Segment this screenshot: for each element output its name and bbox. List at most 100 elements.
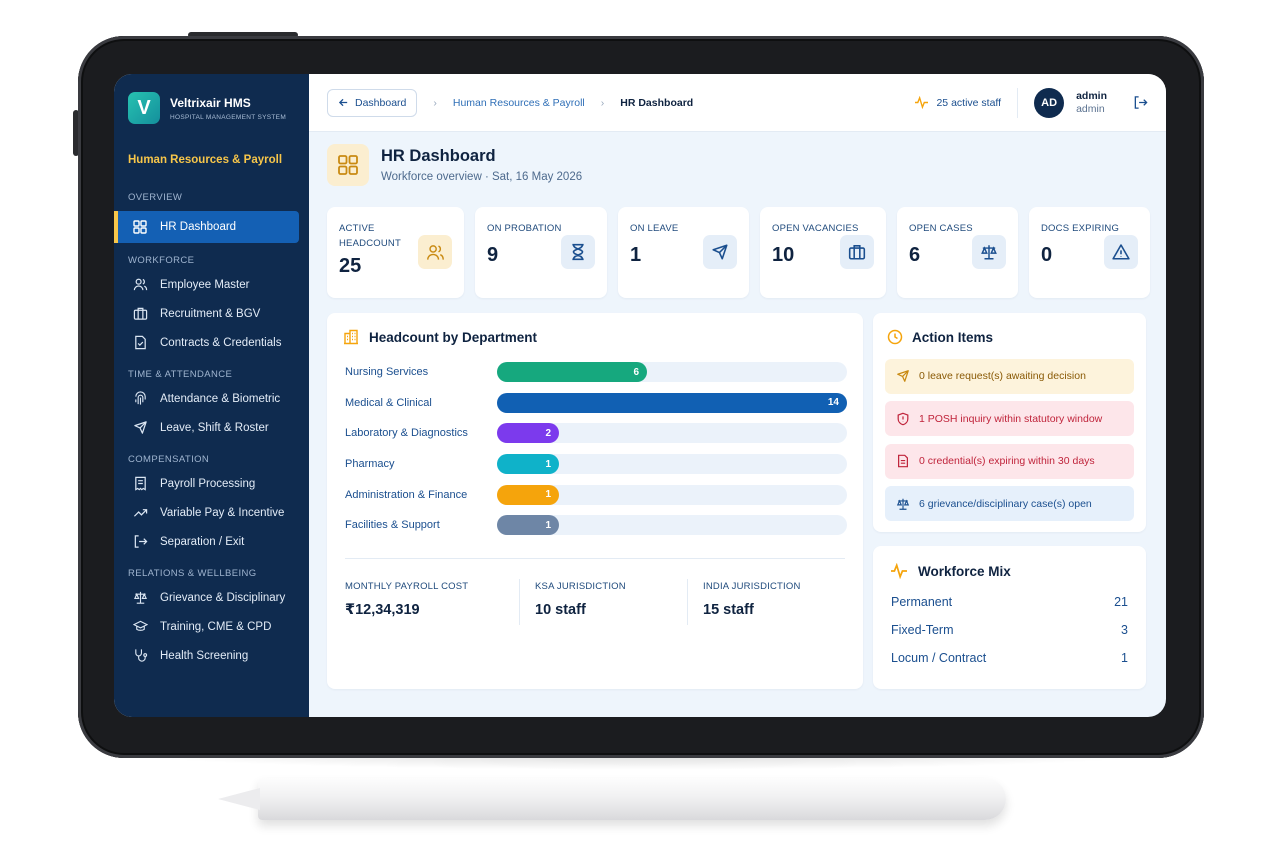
- warning-icon: [1104, 235, 1138, 269]
- bar-fill: 6: [497, 362, 647, 383]
- bar-track: 2: [497, 423, 847, 444]
- logout-icon[interactable]: [1133, 95, 1148, 110]
- stethoscope-icon: [132, 648, 148, 664]
- bar-label: Pharmacy: [345, 458, 395, 471]
- sidebar-item-separation[interactable]: Separation / Exit: [114, 527, 309, 556]
- app-screen: V Veltrixair HMS HOSPITAL MANAGEMENT SYS…: [114, 74, 1166, 717]
- fingerprint-icon: [132, 391, 148, 407]
- kpi-value: 9: [487, 244, 499, 266]
- sidebar-item-label: Payroll Processing: [160, 477, 256, 490]
- sidebar-item-employee-master[interactable]: Employee Master: [114, 270, 309, 299]
- avatar[interactable]: AD: [1034, 87, 1065, 118]
- card-title: Action Items: [887, 329, 993, 345]
- stat-ksa: KSA JURISDICTION 10 staff: [535, 581, 626, 618]
- stat-label: MONTHLY PAYROLL COST: [345, 581, 469, 592]
- kpi-card-on-leave[interactable]: ON LEAVE 1: [618, 207, 749, 298]
- mix-value: 1: [1121, 651, 1128, 665]
- breadcrumb-current-label: HR Dashboard: [620, 96, 694, 109]
- action-item-text: 1 POSH inquiry within statutory window: [919, 412, 1103, 425]
- trend-icon: [132, 505, 148, 521]
- sidebar-item-health-screening[interactable]: Health Screening: [114, 641, 309, 670]
- sidebar-item-contracts[interactable]: Contracts & Credentials: [114, 328, 309, 357]
- sidebar-item-payroll[interactable]: Payroll Processing: [114, 469, 309, 498]
- kpi-card-docs-expiring[interactable]: DOCS EXPIRING 0: [1029, 207, 1150, 298]
- sidebar-item-label: Attendance & Biometric: [160, 392, 281, 405]
- bar-fill: 1: [497, 454, 559, 475]
- mix-row-fixed-term: Fixed-Term 3: [891, 616, 1128, 644]
- kpi-value: 1: [630, 244, 642, 266]
- kpi-row: ACTIVE HEADCOUNT 25 ON PROBATION 9 ON LE…: [327, 207, 1150, 298]
- action-list: 0 leave request(s) awaiting decision 1 P…: [885, 351, 1134, 521]
- back-button[interactable]: Dashboard: [327, 88, 418, 117]
- sidebar-item-label: Separation / Exit: [160, 535, 245, 548]
- sidebar-item-grievance[interactable]: Grievance & Disciplinary: [114, 583, 309, 612]
- module-title: Human Resources & Payroll: [128, 154, 283, 166]
- brand[interactable]: V Veltrixair HMS HOSPITAL MANAGEMENT SYS…: [114, 90, 309, 126]
- action-item-text: 6 grievance/disciplinary case(s) open: [919, 497, 1092, 510]
- bar-label: Medical & Clinical: [345, 396, 432, 409]
- kpi-card-active-headcount[interactable]: ACTIVE HEADCOUNT 25: [327, 207, 464, 298]
- sidebar-item-recruitment[interactable]: Recruitment & BGV: [114, 299, 309, 328]
- sidebar-item-training[interactable]: Training, CME & CPD: [114, 612, 309, 641]
- sidebar-item-label: Health Screening: [160, 649, 249, 662]
- document-icon: [895, 453, 911, 469]
- user-role: admin: [1076, 102, 1105, 115]
- workforce-mix-card: Workforce Mix Permanent 21 Fixed-Term 3 …: [873, 546, 1146, 689]
- scale-icon: [895, 496, 911, 512]
- sidebar-item-leave-shift[interactable]: Leave, Shift & Roster: [114, 413, 309, 442]
- stat-value: ₹12,34,319: [345, 602, 420, 618]
- bar-track: 1: [497, 515, 847, 536]
- stat-value: 10 staff: [535, 602, 586, 618]
- sidebar-item-label: Variable Pay & Incentive: [160, 506, 285, 519]
- breadcrumb: › Human Resources & Payroll: [433, 97, 584, 109]
- grid-icon: [132, 219, 148, 235]
- tablet-top-button: [188, 32, 298, 38]
- bar-row: Medical & Clinical 14: [345, 388, 847, 419]
- headcount-bars: Nursing Services 6 Medical & Clinical 14 Lab…: [345, 357, 847, 541]
- kpi-value: 10: [772, 244, 795, 266]
- mix-row-locum: Locum / Contract 1: [891, 644, 1128, 672]
- section-overview: OVERVIEW: [128, 192, 183, 203]
- sidebar-item-label: Training, CME & CPD: [160, 620, 272, 633]
- kpi-card-open-cases[interactable]: OPEN CASES 6: [897, 207, 1018, 298]
- section-relations: RELATIONS & WELLBEING: [128, 568, 257, 579]
- users-icon: [418, 235, 452, 269]
- mix-row-permanent: Permanent 21: [891, 588, 1128, 616]
- action-items-card: Action Items 0 leave request(s) awaiting…: [873, 313, 1146, 532]
- receipt-icon: [132, 476, 148, 492]
- sidebar: V Veltrixair HMS HOSPITAL MANAGEMENT SYS…: [114, 74, 309, 717]
- stat-value: 15 staff: [703, 602, 754, 618]
- bar-track: 1: [497, 484, 847, 505]
- action-item-posh[interactable]: 1 POSH inquiry within statutory window: [885, 401, 1134, 436]
- grid-icon: [327, 144, 369, 186]
- graduation-cap-icon: [132, 619, 148, 635]
- kpi-card-open-vacancies[interactable]: OPEN VACANCIES 10: [760, 207, 886, 298]
- app-logo: V: [128, 92, 160, 124]
- active-staff-indicator: 25 active staff: [914, 87, 1019, 118]
- mix-label: Fixed-Term: [891, 623, 954, 637]
- building-icon: [343, 329, 359, 345]
- workforce-mix-list: Permanent 21 Fixed-Term 3 Locum / Contra…: [891, 588, 1128, 672]
- divider: [345, 558, 845, 559]
- bar-row: Nursing Services 6: [345, 357, 847, 388]
- action-item-credentials[interactable]: 0 credential(s) expiring within 30 days: [885, 443, 1134, 479]
- users-icon: [132, 277, 148, 293]
- main-content: Dashboard › Human Resources & Payroll › …: [309, 74, 1166, 717]
- sidebar-item-variable-pay[interactable]: Variable Pay & Incentive: [114, 498, 309, 527]
- page-header: HR Dashboard Workforce overview · Sat, 1…: [327, 144, 582, 186]
- action-item-grievance[interactable]: 6 grievance/disciplinary case(s) open: [885, 486, 1134, 521]
- user-info[interactable]: admin admin: [1076, 90, 1107, 116]
- pulse-icon: [914, 96, 929, 109]
- section-time-attendance: TIME & ATTENDANCE: [128, 369, 233, 380]
- bar-row: Administration & Finance 1: [345, 479, 847, 510]
- breadcrumb-current: › HR Dashboard: [601, 97, 693, 109]
- card-title: Headcount by Department: [343, 329, 537, 345]
- stylus-pencil: [218, 778, 1006, 820]
- action-item-leave[interactable]: 0 leave request(s) awaiting decision: [885, 358, 1134, 394]
- kpi-card-on-probation[interactable]: ON PROBATION 9: [475, 207, 607, 298]
- sidebar-item-hr-dashboard[interactable]: HR Dashboard: [114, 211, 299, 243]
- action-item-text: 0 credential(s) expiring within 30 days: [919, 455, 1095, 467]
- breadcrumb-link-hr-payroll[interactable]: Human Resources & Payroll: [452, 96, 585, 109]
- bar-label: Laboratory & Diagnostics: [345, 427, 468, 440]
- sidebar-item-attendance[interactable]: Attendance & Biometric: [114, 384, 309, 413]
